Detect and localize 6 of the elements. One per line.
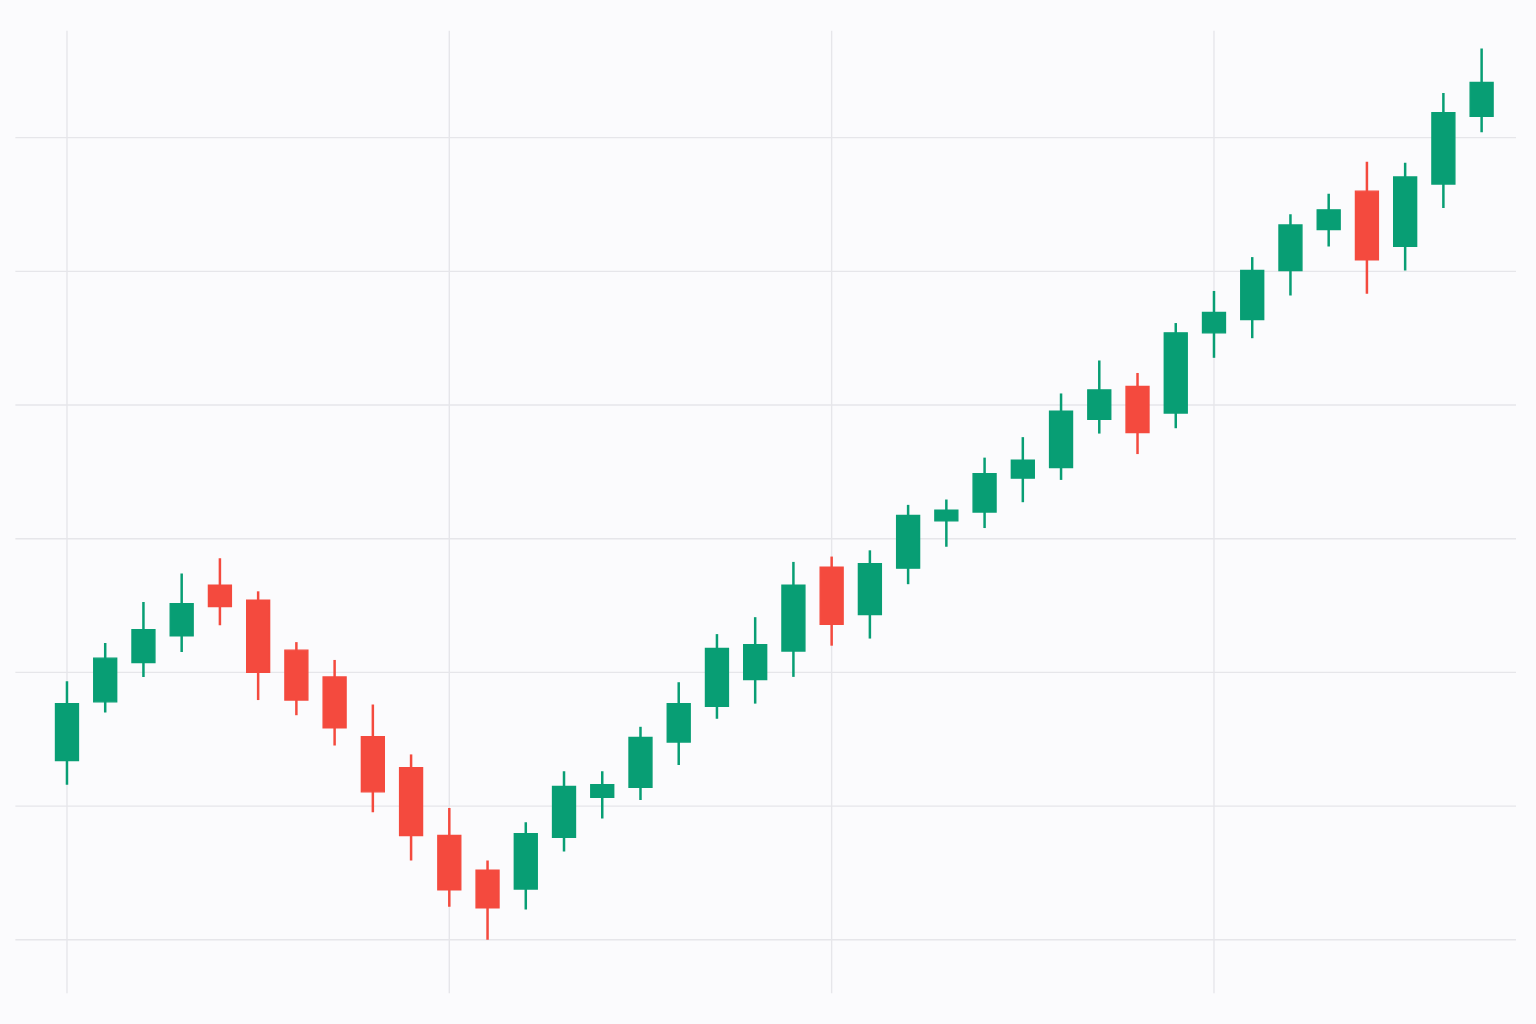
candlestick — [934, 498, 959, 549]
candlestick — [207, 557, 233, 627]
candlestick — [1010, 435, 1035, 504]
candlestick — [590, 770, 615, 820]
candlestick — [1316, 192, 1341, 248]
candlestick — [1201, 289, 1227, 360]
